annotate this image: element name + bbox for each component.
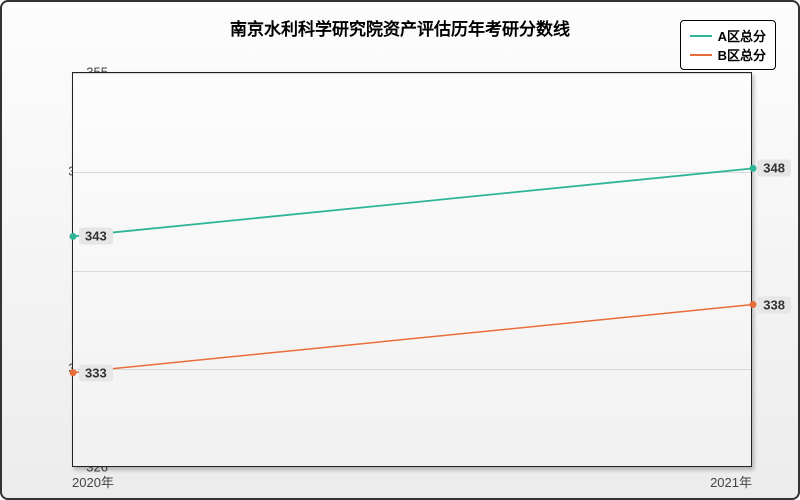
chart-container: 南京水利科学研究院资产评估历年考研分数线 A区总分 B区总分 326 333.2… bbox=[0, 0, 800, 500]
plot-area: 343 348 333 338 bbox=[72, 72, 752, 467]
legend-label-a: A区总分 bbox=[718, 26, 766, 45]
x-tick-1: 2021年 bbox=[710, 472, 752, 491]
legend-label-b: B区总分 bbox=[718, 45, 766, 64]
legend-item-a: A区总分 bbox=[690, 26, 766, 45]
chart-title: 南京水利科学研究院资产评估历年考研分数线 bbox=[2, 15, 798, 40]
series-lines bbox=[73, 73, 751, 466]
series-a-line bbox=[73, 168, 753, 236]
series-a-point-1 bbox=[750, 165, 757, 172]
legend-item-b: B区总分 bbox=[690, 45, 766, 64]
value-label-a-1: 348 bbox=[757, 160, 791, 177]
x-tick-0: 2020年 bbox=[72, 472, 114, 491]
legend: A区总分 B区总分 bbox=[680, 20, 776, 70]
series-b-point-0 bbox=[70, 369, 77, 376]
value-label-a-0: 343 bbox=[79, 228, 113, 245]
series-b-line bbox=[73, 305, 753, 373]
legend-swatch-a bbox=[690, 35, 712, 37]
value-label-b-0: 333 bbox=[79, 364, 113, 381]
series-a-point-0 bbox=[70, 233, 77, 240]
legend-swatch-b bbox=[690, 54, 712, 56]
series-b-point-1 bbox=[750, 301, 757, 308]
value-label-b-1: 338 bbox=[757, 296, 791, 313]
